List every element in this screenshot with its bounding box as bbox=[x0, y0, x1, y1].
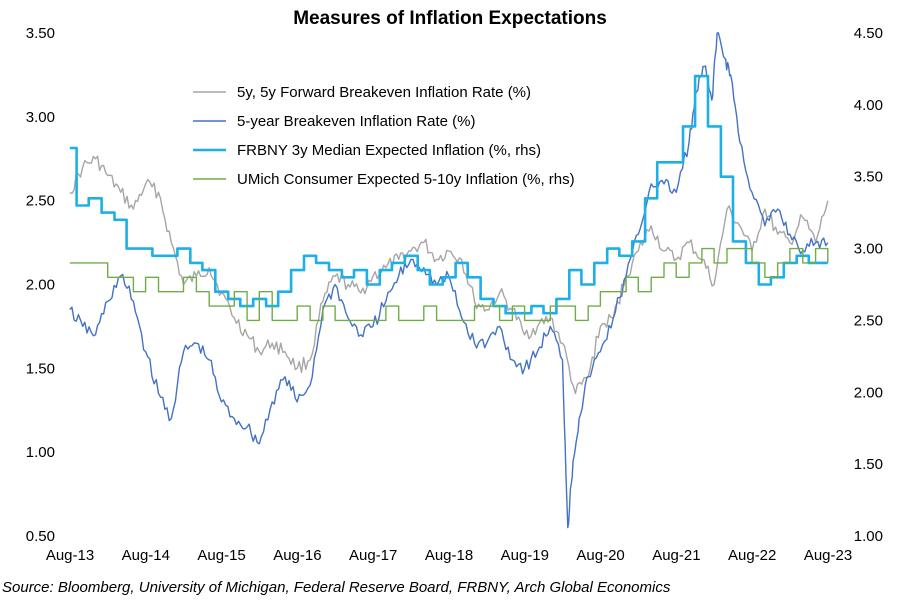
right-y-axis: 1.00 1.50 2.00 2.50 3.00 3.50 4.00 4.50 bbox=[854, 25, 883, 545]
left-tick-label: 1.00 bbox=[26, 444, 55, 461]
x-tick-label: Aug-20 bbox=[576, 547, 624, 564]
right-tick-label: 1.00 bbox=[854, 528, 883, 545]
left-tick-label: 0.50 bbox=[26, 528, 55, 545]
left-y-axis: 0.50 1.00 1.50 2.00 2.50 3.00 3.50 bbox=[26, 25, 55, 545]
series-layer bbox=[69, 32, 829, 529]
right-tick-label: 4.50 bbox=[854, 25, 883, 42]
left-tick-label: 2.50 bbox=[26, 193, 55, 210]
x-tick-label: Aug-14 bbox=[122, 547, 170, 564]
legend: 5y, 5y Forward Breakeven Inflation Rate … bbox=[193, 84, 575, 188]
left-tick-label: 1.50 bbox=[26, 360, 55, 377]
x-tick-label: Aug-19 bbox=[501, 547, 549, 564]
x-tick-label: Aug-17 bbox=[349, 547, 397, 564]
chart-title: Measures of Inflation Expectations bbox=[293, 8, 607, 29]
legend-label: FRBNY 3y Median Expected Inflation (%, r… bbox=[237, 142, 541, 159]
left-tick-label: 3.50 bbox=[26, 25, 55, 42]
x-tick-label: Aug-22 bbox=[728, 547, 776, 564]
series-line-5y-breakeven bbox=[69, 32, 829, 529]
legend-label: UMich Consumer Expected 5-10y Inflation … bbox=[237, 171, 575, 188]
x-tick-label: Aug-18 bbox=[425, 547, 473, 564]
legend-item-5y5y-forward: 5y, 5y Forward Breakeven Inflation Rate … bbox=[193, 84, 531, 101]
legend-item-5y-breakeven: 5-year Breakeven Inflation Rate (%) bbox=[193, 113, 475, 130]
x-tick-label: Aug-15 bbox=[197, 547, 245, 564]
left-tick-label: 3.00 bbox=[26, 109, 55, 126]
x-tick-label: Aug-21 bbox=[652, 547, 700, 564]
right-tick-label: 3.50 bbox=[854, 169, 883, 186]
x-tick-label: Aug-13 bbox=[46, 547, 94, 564]
legend-label: 5-year Breakeven Inflation Rate (%) bbox=[237, 113, 475, 130]
right-tick-label: 1.50 bbox=[854, 456, 883, 473]
right-tick-label: 2.50 bbox=[854, 312, 883, 329]
legend-item-umich-5-10y: UMich Consumer Expected 5-10y Inflation … bbox=[193, 171, 575, 188]
right-tick-label: 3.00 bbox=[854, 241, 883, 258]
x-tick-label: Aug-16 bbox=[273, 547, 321, 564]
series-line-umich-5-10y bbox=[69, 247, 829, 322]
series-line-frbny-3y bbox=[69, 74, 828, 315]
right-tick-label: 2.00 bbox=[854, 384, 883, 401]
legend-item-frbny-3y: FRBNY 3y Median Expected Inflation (%, r… bbox=[193, 142, 541, 159]
x-tick-label: Aug-23 bbox=[804, 547, 852, 564]
x-axis: Aug-13 Aug-14 Aug-15 Aug-16 Aug-17 Aug-18 Aug-… bbox=[46, 547, 852, 564]
source-note: Source: Bloomberg, University of Michiga… bbox=[2, 579, 671, 596]
legend-label: 5y, 5y Forward Breakeven Inflation Rate … bbox=[237, 84, 531, 101]
right-tick-label: 4.00 bbox=[854, 97, 883, 114]
left-tick-label: 2.00 bbox=[26, 277, 55, 294]
